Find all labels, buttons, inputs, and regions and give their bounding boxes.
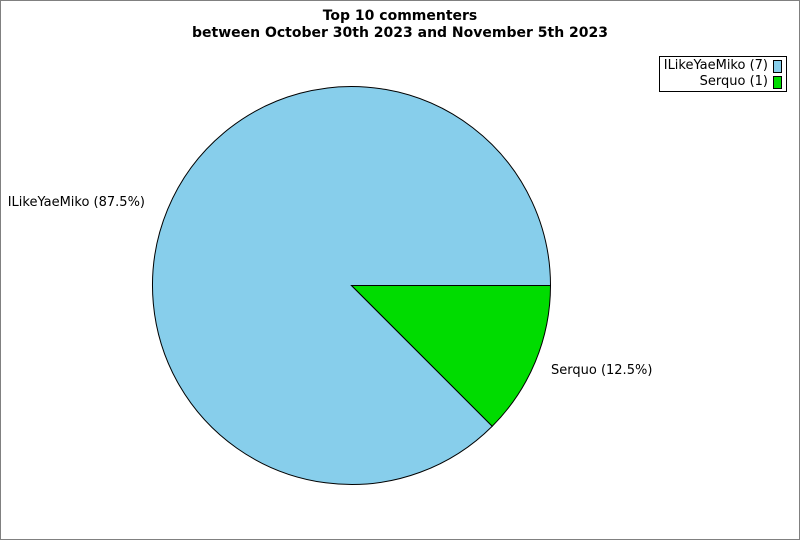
legend: ILikeYaeMiko (7) Serquo (1): [659, 56, 787, 92]
legend-swatch: [773, 75, 782, 89]
legend-swatch: [773, 59, 782, 73]
chart-title: Top 10 commenters: [322, 8, 478, 24]
legend-item: Serquo (1): [700, 75, 782, 89]
slice-label-serquo: Serquo (12.5%): [551, 363, 653, 378]
pie-slice-serquo: [350, 285, 552, 427]
legend-label: ILikeYaeMiko (7): [663, 58, 768, 73]
chart-title-block: Top 10 commenters between October 30th 2…: [1, 8, 799, 42]
chart-subtitle: between October 30th 2023 and November 5…: [191, 25, 609, 41]
legend-item: ILikeYaeMiko (7): [664, 59, 782, 73]
slice-label-ilikeyaemiko: ILikeYaeMiko (87.5%): [7, 195, 145, 210]
legend-label: Serquo (1): [699, 74, 768, 89]
